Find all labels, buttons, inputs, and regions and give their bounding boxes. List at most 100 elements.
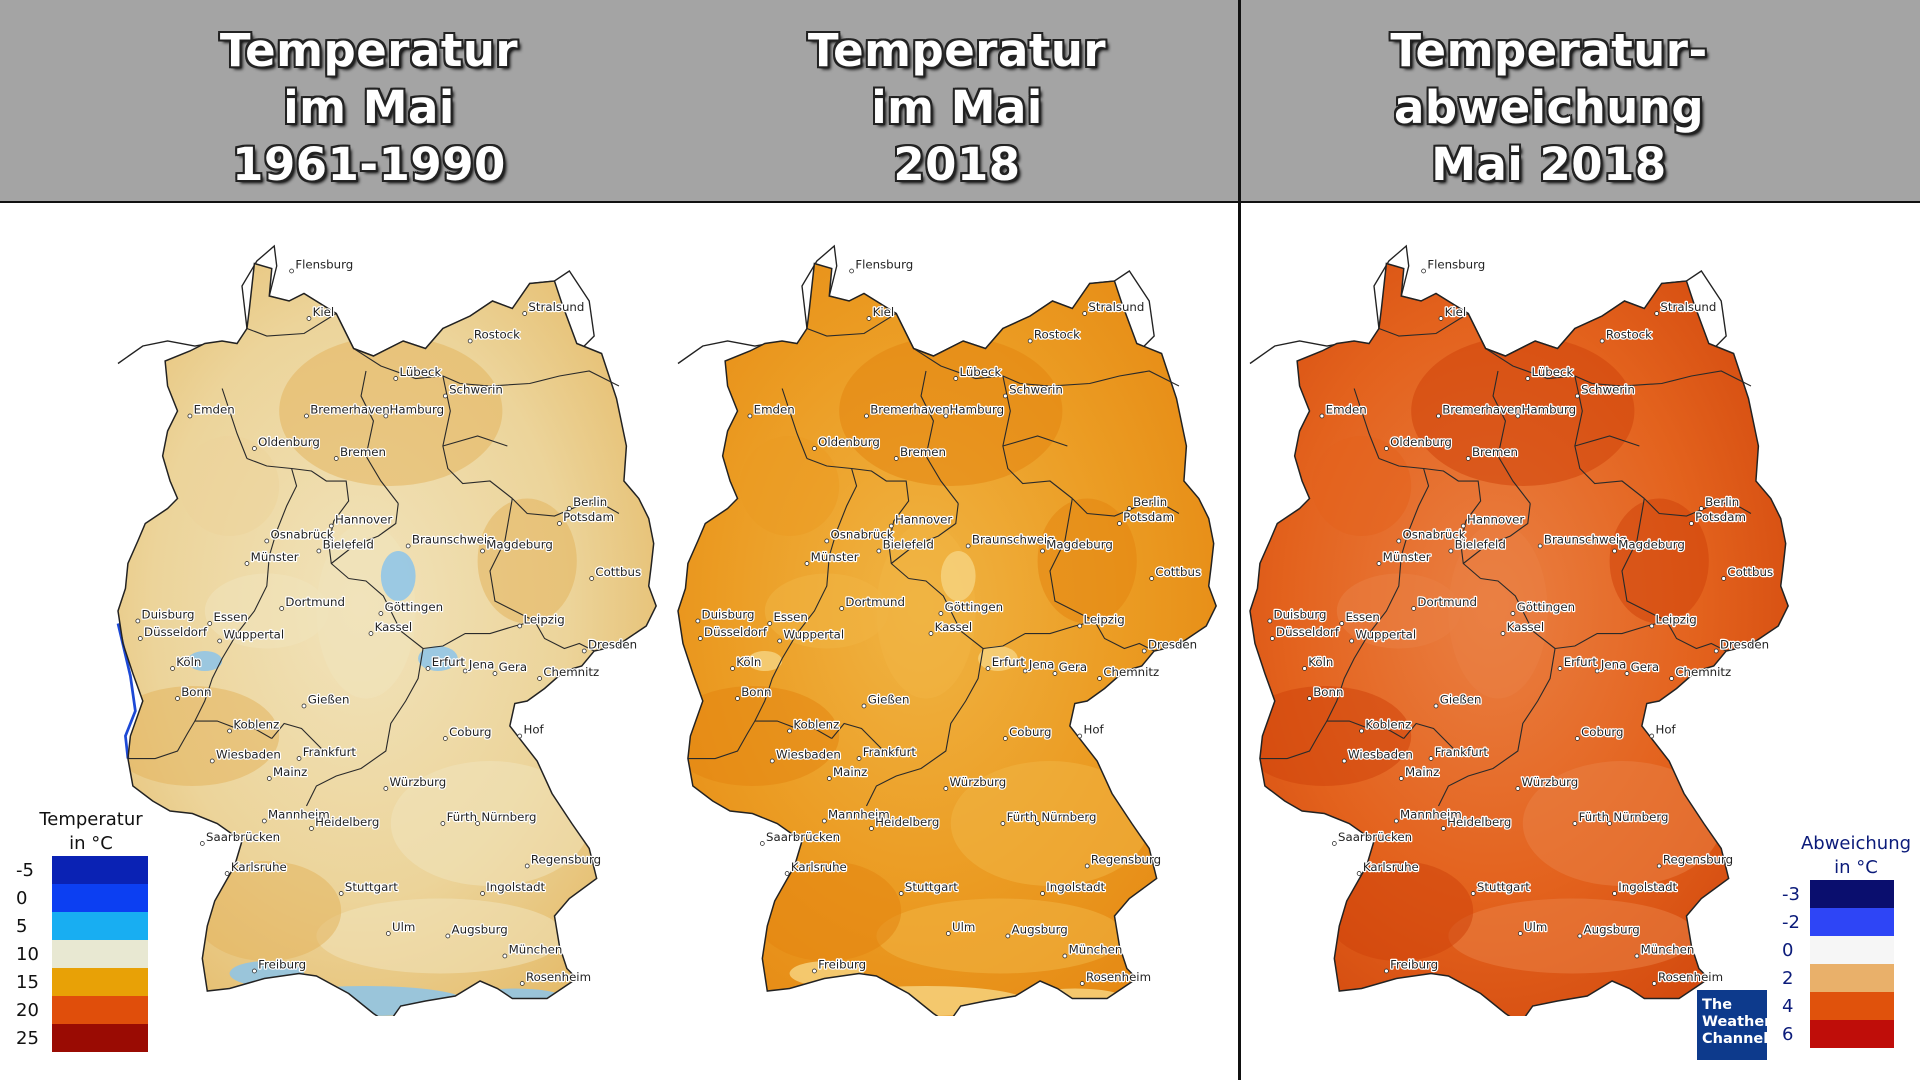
city-label: Wuppertal [1355,627,1416,641]
city-label: Hamburg [1522,402,1577,416]
city-marker [1040,548,1045,554]
city-marker [864,413,869,419]
city-label: Göttingen [945,600,1003,614]
legend-temperature-label: 5 [16,915,28,937]
state-border [1094,620,1155,652]
title-bar [0,0,1920,203]
city-marker [207,621,213,626]
city-label: Osnabrück [831,527,894,541]
city-label: Fürth [1007,810,1038,824]
city-label: Freiburg [1390,957,1438,971]
legend-deviation-row: 6 [1782,1020,1920,1048]
city-label: Essen [213,610,247,624]
city-marker [985,666,991,671]
city-label: Berlin [1133,495,1167,509]
city-label: Dortmund [285,595,345,609]
city-label: Heidelberg [875,815,939,829]
legend-temperature-swatch [52,884,148,912]
city-label: Bremerhaven [1442,402,1522,416]
city-label: Chemnitz [1675,665,1731,679]
city-marker [338,891,344,896]
city-label: Fürth [447,810,478,824]
mountain-cold-spot [747,651,783,671]
state-border [908,577,984,649]
city-label: Rosenheim [1086,970,1151,984]
city-label: Regensburg [1663,852,1733,866]
city-label: Bielefeld [1455,537,1506,551]
state-border [828,468,858,557]
city-marker [759,841,765,846]
city-marker [943,413,949,419]
city-marker [1077,733,1083,739]
city-label: Lübeck [399,365,441,379]
legend-temperature-label: -5 [16,859,34,881]
city-label: Gera [499,660,527,674]
city-marker [1651,981,1657,986]
legend-deviation-row: 4 [1782,992,1920,1020]
city-marker [368,631,374,636]
city-label: Hamburg [390,402,445,416]
city-marker [378,611,384,616]
city-label: Erfurt [1564,655,1598,669]
city-label: Bonn [741,685,771,699]
city-marker [462,668,468,674]
city-label: Magdeburg [1046,537,1113,551]
city-marker [1040,891,1045,896]
state-border [1437,648,1556,807]
mountain-cold-spot [266,986,466,1016]
city-label: Düsseldorf [144,625,208,639]
city-marker [849,268,854,274]
city-marker [898,891,904,896]
city-marker [443,736,448,741]
city-label: Jena [1028,657,1054,671]
city-label: Regensburg [1091,852,1161,866]
panel-title-deviation: Temperatur- abweichung Mai 2018 [1390,24,1708,191]
temperature-patch [1037,498,1137,624]
city-marker [1517,931,1523,936]
state-border [534,620,595,652]
state-border [1020,370,1180,387]
temperature-patch [740,436,840,536]
city-marker [1465,456,1471,461]
city-marker [519,981,525,986]
city-label: Jena [1600,657,1626,671]
city-label: Mannheim [828,807,890,821]
city-label: Bielefeld [323,537,374,551]
state-border [920,370,959,504]
city-label: Mainz [1405,765,1439,779]
city-marker [1339,621,1345,626]
city-marker [1460,523,1466,529]
city-marker [1269,636,1275,641]
city-label: Freiburg [258,957,306,971]
city-label: Bonn [1313,685,1343,699]
city-marker [1398,776,1404,781]
city-label: Osnabrück [1403,527,1466,541]
state-border [1403,722,1454,749]
city-marker [517,623,523,629]
legend-temperature-label: 25 [16,1027,39,1049]
city-label: Mainz [833,765,867,779]
city-label: Stralsund [1088,300,1144,314]
city-label: Köln [1308,655,1333,669]
city-marker [209,758,215,764]
city-label: Berlin [1705,495,1739,509]
legend-temperature-row: 10 [16,940,166,968]
state-border [1353,388,1380,459]
city-label: Gießen [308,692,350,706]
city-marker [1384,446,1389,451]
mountain-cold-spot [978,646,1018,671]
temperature-patch [1250,686,1412,786]
panel-title-2018: Temperatur im Mai 2018 [807,24,1107,191]
city-marker [1000,821,1006,826]
city-label: Münster [1383,550,1431,564]
city-label: Koblenz [1365,717,1411,731]
city-marker [1438,316,1444,321]
city-label: Wiesbaden [216,747,281,761]
city-label: Chemnitz [1103,665,1159,679]
city-marker [1624,671,1630,676]
city-marker [769,758,775,764]
temperature-patch [1448,523,1548,699]
state-border [781,388,808,459]
city-marker [1537,543,1543,549]
city-label: Frankfurt [1435,745,1489,759]
